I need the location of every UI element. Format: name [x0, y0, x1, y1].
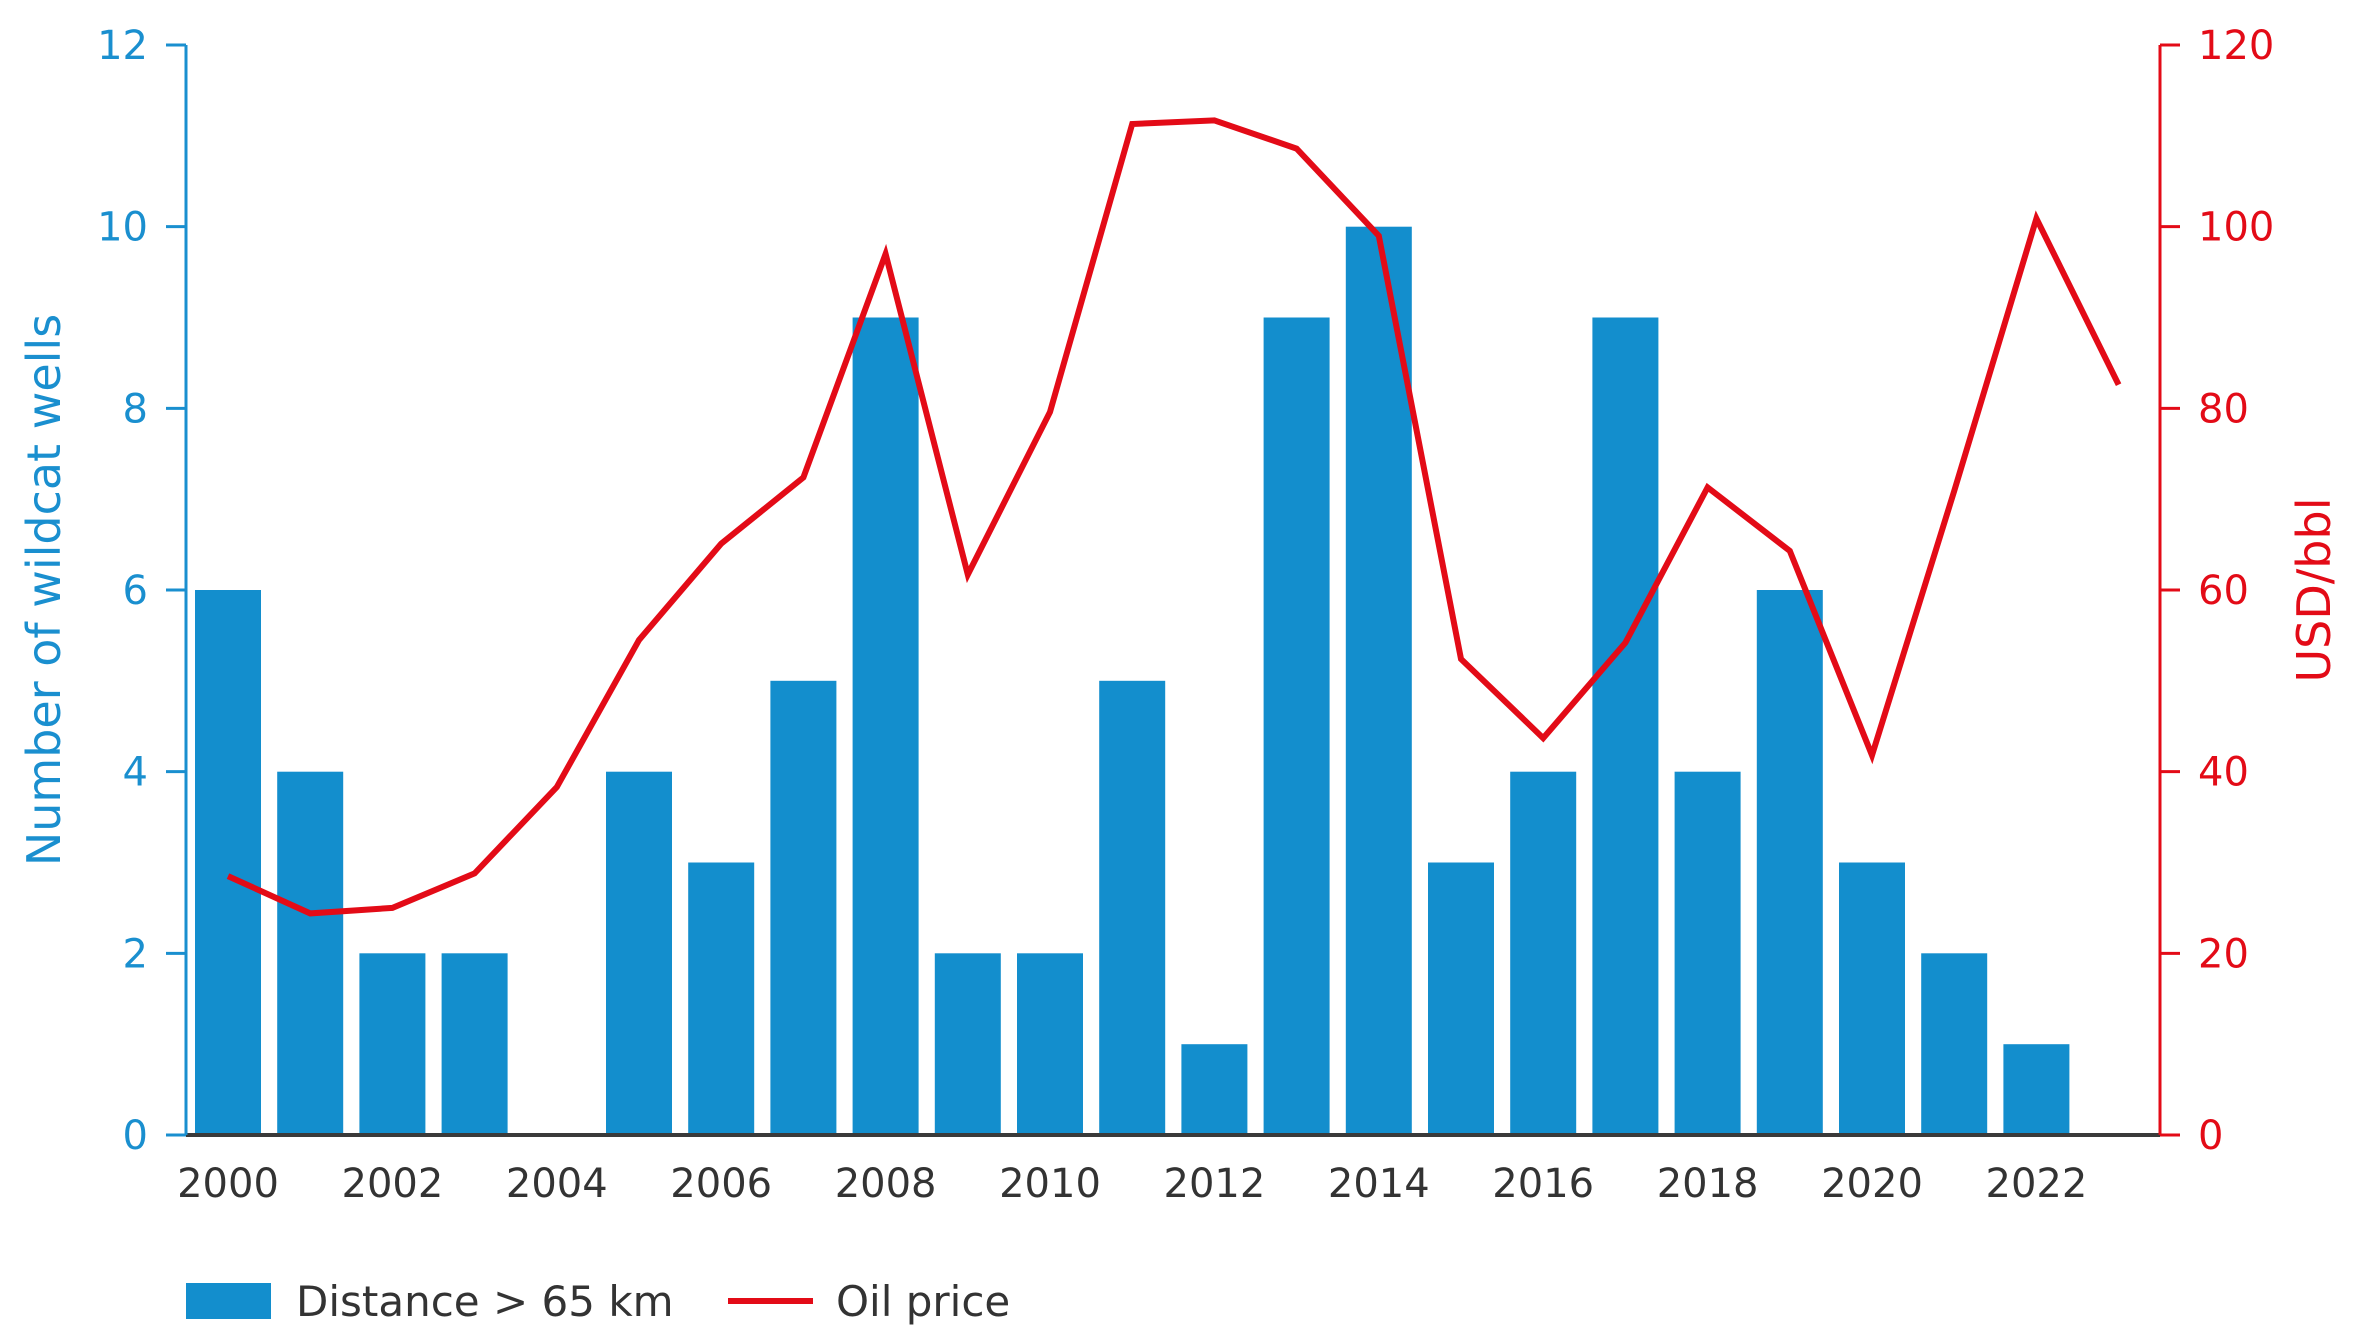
legend-swatch-bar — [186, 1283, 271, 1319]
right-y-axis: 0 20 40 60 80 100 120 — [2158, 23, 2274, 1159]
bar-2017 — [1592, 317, 1659, 1135]
right-tick-label: 0 — [2198, 1113, 2223, 1159]
bar-2006 — [688, 862, 755, 1135]
x-axis-tick-labels: 2000 2002 2004 2006 2008 2010 2012 2014 2016 2018… — [177, 1161, 2087, 1207]
bar-2020 — [1839, 862, 1905, 1135]
left-tick-label: 6 — [123, 568, 148, 614]
bar-2000 — [195, 590, 261, 1135]
bar-2021 — [1921, 953, 1988, 1135]
x-tick-label: 2004 — [506, 1161, 608, 1207]
bar-2014 — [1345, 226, 1412, 1135]
bar-2018 — [1674, 771, 1741, 1135]
bar-2005 — [606, 771, 672, 1135]
x-tick-label: 2022 — [1986, 1161, 2088, 1207]
left-y-axis: 0 2 4 6 8 10 12 — [97, 23, 188, 1159]
legend-label-distance: Distance > 65 km — [296, 1277, 674, 1326]
left-tick-label: 12 — [97, 23, 148, 69]
left-tick-label: 0 — [123, 1113, 148, 1159]
left-tick-label: 8 — [123, 386, 148, 432]
x-tick-label: 2020 — [1821, 1161, 1923, 1207]
right-tick-label: 120 — [2198, 23, 2274, 69]
x-tick-label: 2016 — [1492, 1161, 1594, 1207]
bar-series-distance — [195, 226, 2070, 1135]
x-tick-label: 2014 — [1328, 1161, 1430, 1207]
bar-2009 — [934, 953, 1001, 1135]
left-tick-label: 2 — [123, 931, 148, 977]
right-axis-title: USD/bbl — [2287, 498, 2341, 683]
bar-2012 — [1181, 1044, 1248, 1135]
bar-2001 — [277, 771, 344, 1135]
left-tick-label: 10 — [97, 205, 148, 251]
x-tick-label: 2006 — [670, 1161, 772, 1207]
right-tick-label: 80 — [2198, 386, 2249, 432]
bar-2003 — [441, 953, 508, 1135]
bar-2002 — [359, 953, 426, 1135]
right-tick-label: 60 — [2198, 568, 2249, 614]
left-tick-label: 4 — [123, 750, 148, 796]
bar-2016 — [1510, 771, 1577, 1135]
bar-2015 — [1428, 862, 1494, 1135]
left-axis-title: Number of wildcat wells — [17, 314, 71, 866]
legend-swatch-line — [728, 1298, 813, 1304]
line-series-oil-price — [226, 117, 2122, 917]
bar-2010 — [1017, 953, 1083, 1135]
x-tick-label: 2010 — [999, 1161, 1101, 1207]
bar-2007 — [770, 680, 837, 1135]
bar-2013 — [1263, 317, 1330, 1135]
legend-label-oil-price: Oil price — [836, 1277, 1010, 1326]
bar-2008 — [852, 317, 919, 1135]
legend: Distance > 65 km Oil price — [186, 1277, 1010, 1326]
right-tick-label: 20 — [2198, 931, 2249, 977]
x-tick-label: 2012 — [1164, 1161, 1266, 1207]
x-tick-label: 2018 — [1657, 1161, 1759, 1207]
x-tick-label: 2000 — [177, 1161, 279, 1207]
x-tick-label: 2002 — [342, 1161, 444, 1207]
bar-2022 — [2003, 1044, 2070, 1135]
bar-2019 — [1756, 590, 1823, 1135]
right-tick-label: 40 — [2198, 750, 2249, 796]
right-tick-label: 100 — [2198, 205, 2274, 251]
x-tick-label: 2008 — [835, 1161, 937, 1207]
bar-2011 — [1099, 680, 1166, 1135]
